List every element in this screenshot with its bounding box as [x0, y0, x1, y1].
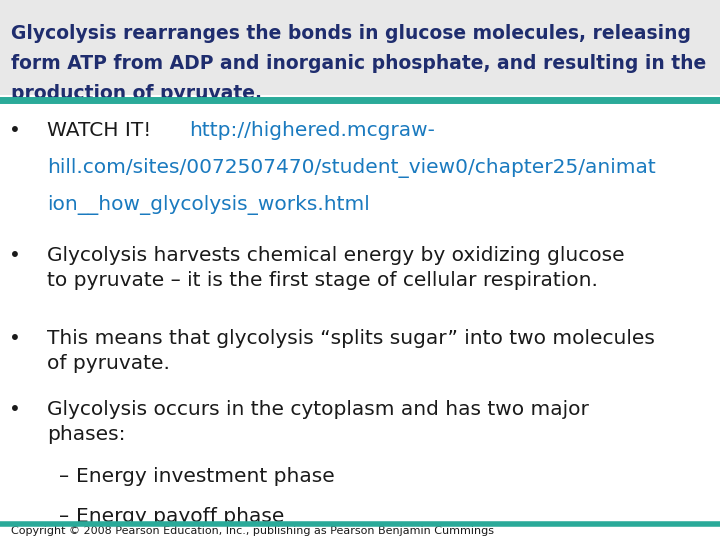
FancyBboxPatch shape: [0, 0, 720, 94]
Text: Energy investment phase: Energy investment phase: [76, 467, 334, 486]
Text: Glycolysis rearranges the bonds in glucose molecules, releasing: Glycolysis rearranges the bonds in gluco…: [11, 24, 697, 43]
Text: ion__how_glycolysis_works.html: ion__how_glycolysis_works.html: [47, 195, 369, 215]
Text: Glycolysis occurs in the cytoplasm and has two major
phases:: Glycolysis occurs in the cytoplasm and h…: [47, 400, 589, 443]
Text: Copyright © 2008 Pearson Education, Inc., publishing as Pearson Benjamin Cumming: Copyright © 2008 Pearson Education, Inc.…: [11, 526, 494, 537]
Text: production of pyruvate.: production of pyruvate.: [11, 84, 262, 103]
Text: Energy payoff phase: Energy payoff phase: [76, 507, 284, 525]
Text: •: •: [9, 122, 20, 140]
Text: Glycolysis harvests chemical energy by oxidizing glucose
to pyruvate – it is the: Glycolysis harvests chemical energy by o…: [47, 246, 624, 289]
Text: –: –: [59, 467, 69, 486]
Text: This means that glycolysis “splits sugar” into two molecules
of pyruvate.: This means that glycolysis “splits sugar…: [47, 329, 654, 373]
Text: –: –: [59, 507, 69, 525]
Text: form ATP from ADP and inorganic phosphate, and resulting in the: form ATP from ADP and inorganic phosphat…: [11, 54, 706, 73]
Text: •: •: [9, 329, 20, 348]
Text: WATCH IT!: WATCH IT!: [47, 122, 158, 140]
Text: hill.com/sites/0072507470/student_view0/chapter25/animat: hill.com/sites/0072507470/student_view0/…: [47, 158, 655, 178]
Text: http://highered.mcgraw-: http://highered.mcgraw-: [189, 122, 436, 140]
Text: •: •: [9, 246, 20, 265]
Text: •: •: [9, 400, 20, 419]
